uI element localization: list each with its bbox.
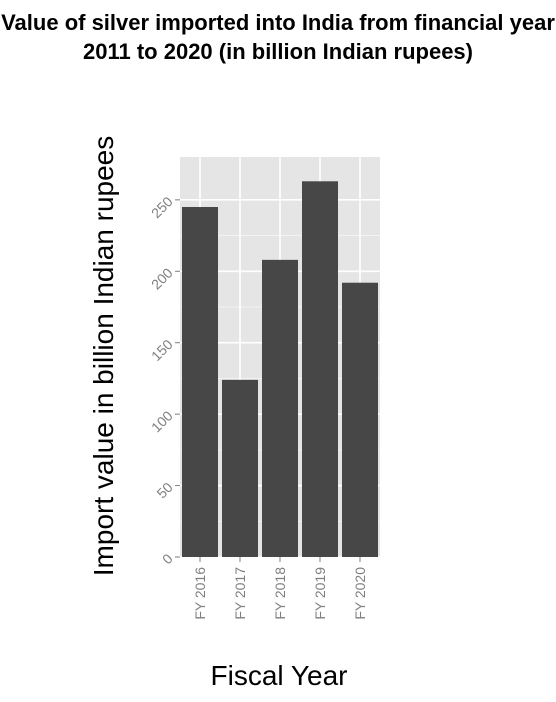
y-axis-title: Import value in billion Indian rupees xyxy=(88,136,119,576)
x-axis-title: Fiscal Year xyxy=(211,660,348,691)
x-tick-label: FY 2018 xyxy=(272,567,288,620)
bar-fy-2017 xyxy=(222,379,258,557)
x-tick-label: FY 2016 xyxy=(192,567,208,620)
x-tick-label: FY 2020 xyxy=(352,567,368,620)
bar-fy-2019 xyxy=(302,181,338,558)
bar-fy-2018 xyxy=(262,259,298,557)
y-tick-label: 250 xyxy=(148,193,176,221)
y-tick-label: 150 xyxy=(148,336,176,364)
y-tick-label: 100 xyxy=(148,407,176,435)
bars xyxy=(182,181,378,558)
x-tick-label: FY 2019 xyxy=(312,567,328,620)
chart-title: Value of silver imported into India from… xyxy=(1,10,555,64)
bar-fy-2020 xyxy=(342,282,378,557)
bar-fy-2016 xyxy=(182,207,218,557)
y-tick-label: 200 xyxy=(148,265,176,293)
y-tick-label: 0 xyxy=(159,550,176,567)
x-tick-label: FY 2017 xyxy=(232,567,248,620)
y-tick-label: 50 xyxy=(153,479,175,501)
